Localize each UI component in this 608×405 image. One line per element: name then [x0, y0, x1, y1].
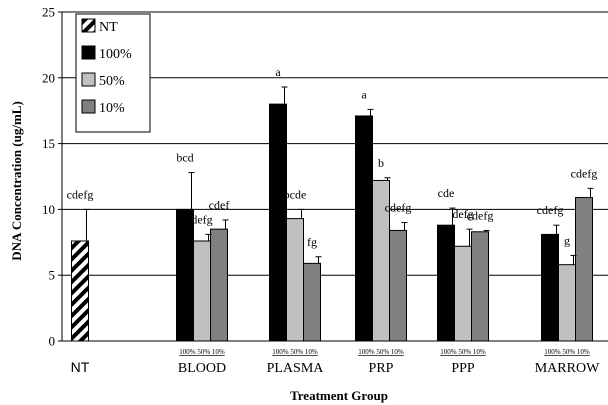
legend-label: 50%	[99, 74, 125, 89]
bar-ppp-10pct	[471, 231, 489, 342]
gridlines	[62, 11, 608, 276]
x-category-label: NT	[71, 359, 90, 375]
legend-swatch	[81, 18, 96, 33]
legend-label: 100%	[99, 47, 132, 62]
legend: NT 100% 50% 10%	[75, 13, 151, 133]
bar-marrow-10pct	[575, 197, 593, 342]
y-tick-label: 25	[42, 5, 55, 20]
significance-label: cdefg	[467, 208, 494, 222]
significance-label: fg	[307, 235, 317, 249]
significance-label: a	[275, 65, 281, 79]
significance-label: cde	[438, 186, 455, 200]
x-sub-label: 100% 50% 10%	[440, 348, 486, 356]
x-sub-label: 100% 50% 10%	[272, 348, 318, 356]
significance-label: cdefg	[385, 201, 412, 215]
significance-label: defg	[191, 212, 212, 226]
x-tick-labels: NT BLOOD 100% 50% 10% PLASMA 100% 50% 10% PRP…	[71, 348, 600, 376]
x-sub-label: 100% 50% 10%	[179, 348, 225, 356]
significance-label: b	[378, 156, 384, 170]
y-tick-label: 5	[49, 268, 56, 283]
y-tick-label: 0	[49, 334, 56, 349]
legend-swatch	[81, 99, 96, 114]
significance-label: bcde	[284, 187, 307, 201]
bar-plasma-100pct	[269, 103, 287, 342]
y-tick-label: 10	[42, 202, 55, 217]
bar-marrow-50pct	[558, 264, 576, 342]
bar-prp-100pct	[355, 115, 373, 342]
bar-blood-50pct	[193, 240, 211, 342]
x-category-label: PLASMA	[267, 361, 325, 376]
significance-label: bcd	[176, 151, 193, 165]
bars	[71, 103, 593, 342]
bar-nt-nt	[71, 240, 89, 342]
x-category-label: BLOOD	[178, 361, 226, 376]
x-category-label: MARROW	[535, 361, 600, 376]
bar-blood-100pct	[176, 208, 194, 342]
y-tick-label: 15	[42, 136, 55, 151]
axes: 0 5 10 15 20 25	[42, 5, 608, 349]
bar-marrow-100pct	[541, 233, 559, 342]
legend-label: NT	[99, 20, 118, 35]
significance-label: cdef	[209, 198, 230, 212]
bar-prp-10pct	[389, 229, 407, 342]
legend-swatch	[81, 45, 96, 60]
x-axis-title: Treatment Group	[290, 388, 388, 403]
y-axis-title: DNA Concentration (ug/mL)	[9, 101, 24, 261]
x-sub-label: 100% 50% 10%	[358, 348, 404, 356]
significance-label: cdefg	[571, 166, 598, 180]
bar-plasma-50pct	[286, 218, 304, 342]
significance-label: g	[564, 233, 570, 247]
significance-label: cdefg	[537, 203, 564, 217]
bar-ppp-100pct	[437, 224, 455, 342]
significance-label: defg	[452, 207, 473, 221]
x-category-label: PRP	[369, 361, 394, 376]
significance-label: cdefg	[67, 187, 94, 201]
y-tick-label: 20	[42, 70, 55, 85]
bar-blood-10pct	[210, 228, 228, 342]
legend-label: 10%	[99, 101, 125, 116]
legend-swatch	[81, 72, 96, 87]
x-category-label: PPP	[451, 361, 475, 376]
significance-label: a	[361, 87, 367, 101]
x-sub-label: 100% 50% 10%	[544, 348, 590, 356]
bar-ppp-50pct	[454, 245, 472, 342]
significance-labels: cdefgbcddefgcdefabcdefgabcdefgcdedefgcde…	[67, 65, 598, 249]
error-bars	[83, 86, 594, 265]
bar-plasma-10pct	[303, 262, 321, 342]
